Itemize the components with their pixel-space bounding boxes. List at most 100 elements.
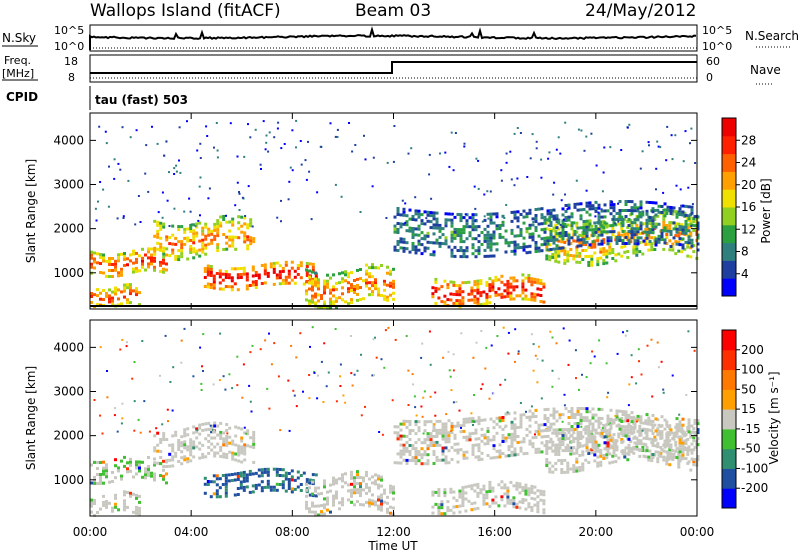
- data-cell: [569, 446, 573, 450]
- data-cell: [594, 206, 598, 210]
- data-cell: [564, 446, 568, 450]
- data-cell: [462, 417, 466, 421]
- data-cell: [503, 492, 507, 496]
- data-cell: [266, 485, 270, 489]
- data-cell: [600, 432, 604, 435]
- scatter-cell: [593, 355, 596, 358]
- data-cell: [660, 238, 664, 241]
- data-cell: [575, 230, 579, 234]
- data-cell: [494, 278, 498, 282]
- data-cell: [612, 215, 616, 219]
- data-cell: [569, 467, 573, 471]
- scatter-cell: [680, 204, 683, 207]
- data-cell: [287, 478, 291, 481]
- scatter-cell: [190, 223, 193, 226]
- scatter-cell: [119, 348, 122, 351]
- scatter-cell: [514, 360, 516, 363]
- data-cell: [632, 245, 636, 249]
- data-cell: [528, 244, 532, 248]
- scatter-cell: [198, 185, 201, 188]
- data-cell: [371, 293, 374, 297]
- data-cell: [114, 262, 117, 266]
- data-cell: [374, 281, 377, 285]
- data-cell: [576, 434, 580, 437]
- scatter-cell: [454, 132, 457, 134]
- data-cell: [510, 444, 514, 448]
- data-cell: [359, 277, 362, 280]
- data-cell: [570, 434, 574, 437]
- data-cell: [408, 429, 412, 432]
- data-cell: [290, 260, 294, 264]
- data-cell: [587, 449, 591, 452]
- data-cell: [263, 269, 267, 273]
- data-cell: [377, 486, 380, 490]
- data-cell: [189, 224, 193, 227]
- scatter-cell: [104, 130, 107, 133]
- data-cell: [555, 247, 559, 251]
- data-cell: [317, 299, 320, 303]
- data-cell: [435, 220, 439, 224]
- scatter-cell: [690, 127, 693, 130]
- data-cell: [540, 249, 544, 253]
- data-cell: [690, 451, 694, 455]
- data-cell: [171, 233, 175, 237]
- data-cell: [512, 505, 516, 509]
- data-cell: [537, 426, 541, 430]
- colorbar-segment: [722, 135, 736, 155]
- data-cell: [389, 484, 392, 488]
- data-cell: [171, 449, 175, 453]
- data-cell: [525, 451, 529, 455]
- data-cell: [408, 438, 412, 441]
- data-cell: [227, 273, 231, 277]
- data-cell: [326, 508, 329, 512]
- data-cell: [216, 451, 220, 455]
- data-cell: [350, 289, 353, 293]
- data-cell: [600, 233, 604, 237]
- data-cell: [408, 444, 412, 447]
- data-cell: [480, 451, 484, 455]
- data-cell: [597, 422, 601, 426]
- data-cell: [671, 212, 675, 216]
- data-cell: [456, 442, 460, 446]
- data-cell: [462, 456, 466, 460]
- data-cell: [506, 489, 510, 493]
- data-cell: [477, 234, 481, 238]
- data-cell: [132, 475, 135, 479]
- data-cell: [513, 447, 517, 451]
- data-cell: [477, 240, 481, 244]
- data-cell: [611, 439, 615, 443]
- data-cell: [639, 227, 643, 231]
- data-cell: [696, 221, 700, 225]
- data-cell: [252, 436, 256, 440]
- data-cell: [126, 286, 129, 290]
- data-cell: [686, 452, 690, 456]
- data-cell: [420, 252, 424, 256]
- data-cell: [432, 232, 436, 236]
- scatter-cell: [161, 191, 164, 194]
- data-cell: [177, 439, 181, 442]
- data-cell: [477, 252, 481, 256]
- data-cell: [540, 213, 544, 217]
- data-cell: [293, 269, 297, 273]
- data-cell: [225, 220, 229, 224]
- data-cell: [591, 437, 595, 441]
- data-cell: [542, 282, 546, 286]
- data-cell: [536, 278, 540, 282]
- data-cell: [654, 237, 658, 241]
- scatter-cell: [380, 358, 383, 361]
- data-cell: [627, 443, 631, 447]
- data-cell: [429, 220, 433, 224]
- scatter-cell: [262, 120, 265, 123]
- data-cell: [299, 483, 303, 486]
- data-cell: [402, 213, 406, 217]
- data-cell: [552, 428, 556, 432]
- data-cell: [192, 229, 196, 233]
- data-cell: [633, 203, 637, 207]
- data-cell: [171, 434, 175, 438]
- data-cell: [473, 283, 477, 287]
- scatter-cell: [340, 195, 343, 198]
- data-cell: [245, 476, 249, 480]
- data-cell: [431, 292, 435, 296]
- data-cell: [567, 422, 571, 425]
- data-cell: [440, 285, 444, 289]
